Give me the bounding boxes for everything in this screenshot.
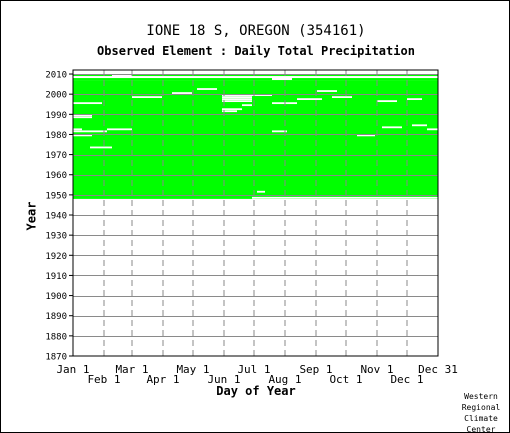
- y-tick-label-1940: 1940: [45, 212, 67, 222]
- coverage-layer: [73, 74, 438, 199]
- y-tick-label-1910: 1910: [45, 272, 67, 282]
- x-tick-label-sep-1: Sep 1: [299, 363, 332, 376]
- coverage-block-2: [292, 78, 438, 81]
- missing-data-1984-11: [412, 124, 427, 127]
- missing-data-1973-2: [90, 146, 112, 149]
- missing-data-2000-29: [172, 92, 192, 94]
- x-tick-label-dec-1: Dec 1: [390, 373, 423, 386]
- y-tick-label-2010: 2010: [45, 71, 67, 81]
- x-tick-label-dec-31: Dec 31: [418, 363, 458, 376]
- y-tick-label-1950: 1950: [45, 191, 67, 201]
- y-tick-label-2000: 2000: [45, 91, 67, 101]
- wrcc-credit: Western Regional Climate Center: [461, 392, 501, 433]
- x-tick-label-mar-1: Mar 1: [115, 363, 148, 376]
- y-tick-label-1980: 1980: [45, 131, 67, 141]
- missing-data-1979-3: [73, 134, 92, 137]
- missing-data-1992-15: [222, 108, 242, 111]
- missing-data-1998-25: [132, 96, 162, 98]
- missing-data-1951-1: [257, 190, 265, 193]
- missing-data-1996-19: [222, 100, 252, 103]
- x-tick-label-jun-1: Jun 1: [207, 373, 240, 386]
- x-tick-label-oct-1: Oct 1: [329, 373, 362, 386]
- coverage-block-3: [73, 74, 112, 77]
- missing-data-1979-4: [357, 134, 375, 137]
- missing-data-1997-22: [297, 98, 322, 101]
- missing-data-1982-7: [73, 128, 82, 131]
- missing-data-1982-9: [427, 128, 438, 131]
- y-axis-label: Year: [24, 201, 39, 231]
- coverage-block-1: [73, 78, 272, 81]
- grid-layer: [73, 70, 438, 356]
- x-tick-label-apr-1: Apr 1: [146, 373, 179, 386]
- x-tick-label-feb-1: Feb 1: [87, 373, 120, 386]
- y-tick-label-1900: 1900: [45, 292, 67, 302]
- y-tick-label-1870: 1870: [45, 353, 67, 363]
- missing-data-1997-23: [407, 98, 422, 101]
- missing-data-1948-0: [252, 196, 438, 199]
- y-tick-label-1960: 1960: [45, 171, 67, 181]
- missing-data-1994-16: [242, 104, 252, 107]
- x-tick-label-nov-1: Nov 1: [360, 363, 393, 376]
- x-tick-label-may-1: May 1: [176, 363, 209, 376]
- x-axis-label: Day of Year: [216, 384, 296, 398]
- missing-data-1999-28: [252, 94, 272, 96]
- plot-frame: [72, 69, 439, 357]
- y-axis-ticks: 1870 1880 1890 1900 1910 1920 1930 1940 1950 1960…: [45, 71, 73, 363]
- missing-data-1998-24: [222, 96, 252, 98]
- missing-data-2001-30: [317, 90, 337, 92]
- x-tick-label-jan-1: Jan 1: [56, 363, 89, 376]
- y-tick-label-1920: 1920: [45, 252, 67, 262]
- y-tick-label-1880: 1880: [45, 332, 67, 342]
- x-axis-ticks: Jan 1 Mar 1 May 1 Jul 1 Sep 1 Nov 1 Dec 31 Feb …: [56, 363, 457, 386]
- missing-data-1995-17: [73, 102, 102, 105]
- y-tick-label-1970: 1970: [45, 151, 67, 161]
- missing-data-1988-12: [73, 116, 92, 119]
- chart-title: IONE 18 S, OREGON (354161): [146, 23, 366, 39]
- missing-data-1989-13: [73, 114, 92, 117]
- missing-data-1997-21: [222, 98, 252, 101]
- missing-data-1983-10: [382, 126, 402, 129]
- missing-data-1991-14: [222, 110, 237, 113]
- missing-data-1981-5: [73, 130, 107, 133]
- coverage-block-0: [73, 80, 438, 199]
- x-tick-label-aug-1: Aug 1: [268, 373, 301, 386]
- missing-data-1999-27: [222, 94, 252, 96]
- missing-data-1996-20: [377, 100, 397, 103]
- x-tick-label-jul-1: Jul 1: [237, 363, 270, 376]
- missing-data-1982-8: [107, 128, 132, 131]
- chart-subtitle: Observed Element : Daily Total Precipita…: [97, 44, 415, 58]
- y-tick-label-1890: 1890: [45, 312, 67, 322]
- y-tick-label-1990: 1990: [45, 111, 67, 121]
- missing-data-1998-26: [332, 96, 352, 98]
- missing-data-1981-6: [272, 130, 287, 133]
- y-tick-label-1930: 1930: [45, 232, 67, 242]
- missing-data-2002-31: [197, 88, 217, 90]
